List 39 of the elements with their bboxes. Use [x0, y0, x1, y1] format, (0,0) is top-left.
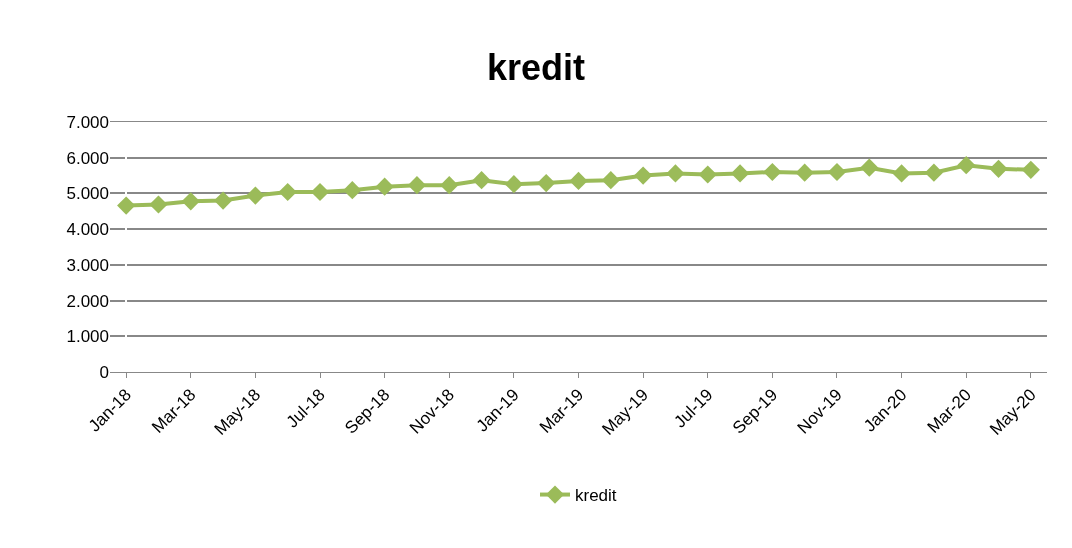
- point: [310, 182, 330, 202]
- y-tick-label: 2.000: [66, 291, 109, 311]
- legend-label: kredit: [575, 486, 617, 506]
- y-tick-label: 3.000: [66, 255, 109, 275]
- point: [601, 171, 620, 190]
- point: [407, 176, 427, 195]
- point: [634, 166, 653, 185]
- point: [795, 163, 814, 182]
- point: [504, 175, 523, 194]
- point: [440, 176, 459, 195]
- y-tick-label: 5.000: [66, 184, 109, 204]
- point: [892, 164, 911, 183]
- point: [472, 171, 491, 190]
- point: [278, 182, 297, 202]
- point: [698, 165, 717, 184]
- y-tick-label: 7.000: [66, 112, 109, 132]
- point: [957, 156, 976, 175]
- point: [149, 195, 168, 214]
- point: [989, 159, 1008, 178]
- chart-title: kredit: [486, 47, 586, 88]
- point: [569, 171, 588, 191]
- point: [827, 162, 847, 182]
- point: [343, 181, 362, 200]
- point: [860, 158, 879, 177]
- point: [666, 164, 685, 183]
- point: [1021, 160, 1040, 179]
- y-tick-label: 1.000: [66, 327, 109, 347]
- point: [375, 177, 394, 196]
- point: [213, 191, 233, 210]
- point: [537, 173, 556, 193]
- point: [117, 196, 136, 215]
- point: [924, 163, 944, 182]
- point: [763, 162, 782, 182]
- y-tick-label: 0: [99, 362, 109, 382]
- point: [730, 164, 750, 183]
- point: [181, 192, 200, 211]
- y-tick-label: 4.000: [66, 220, 109, 240]
- point: [246, 186, 265, 205]
- y-tick-label: 6.000: [66, 148, 109, 168]
